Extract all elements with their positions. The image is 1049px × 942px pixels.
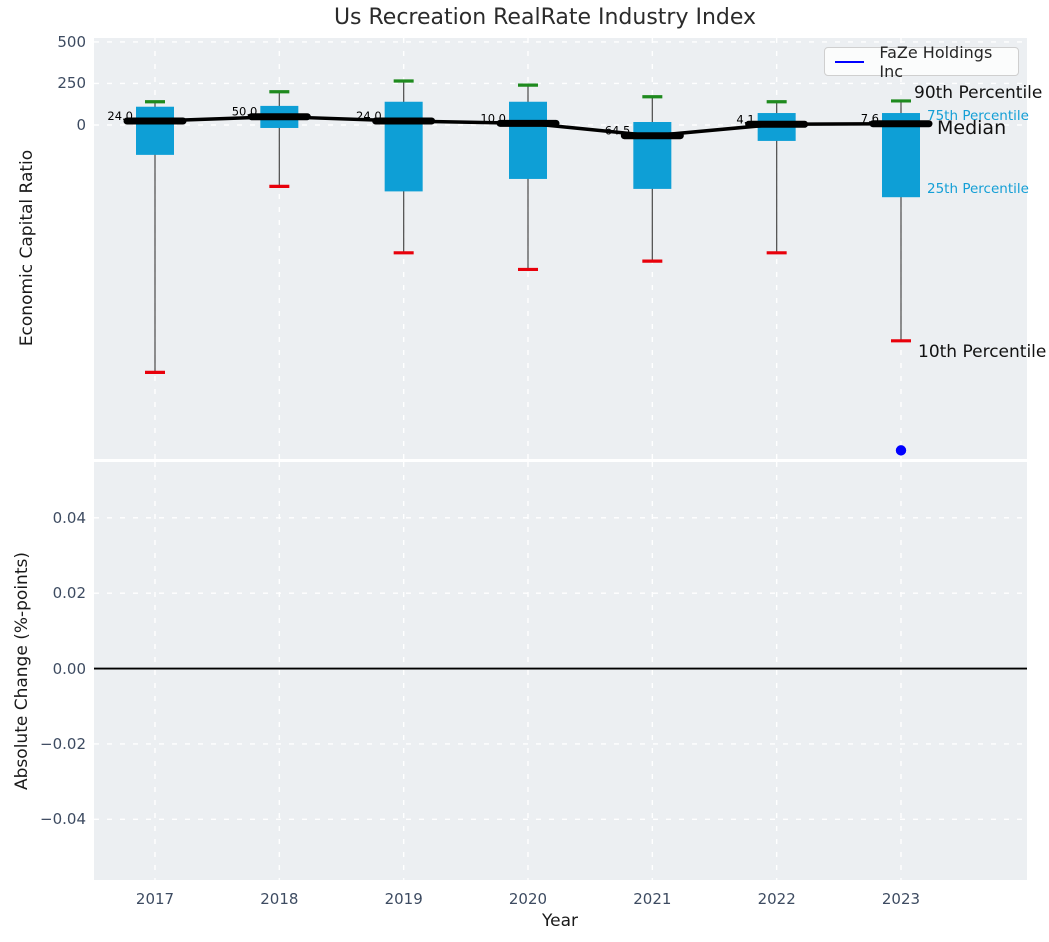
iqr-box-2021 bbox=[633, 122, 672, 189]
legend-label: FaZe Holdings Inc bbox=[879, 42, 993, 81]
xtick-label: 2023 bbox=[881, 890, 921, 908]
y-axis-label-bottom: Absolute Change (%-points) bbox=[12, 552, 32, 790]
iqr-box-2017 bbox=[136, 106, 174, 155]
x-axis-label: Year bbox=[542, 911, 578, 931]
median-annotation-2023: 7.6 bbox=[861, 112, 879, 126]
legend-line-icon bbox=[835, 60, 865, 63]
y-axis-label-top: Economic Capital Ratio bbox=[17, 149, 37, 347]
iqr-box-2019 bbox=[384, 101, 423, 192]
ytick-label-bottom: 0.00 bbox=[52, 659, 86, 678]
xtick-label: 2019 bbox=[384, 890, 423, 908]
ytick-label-bottom: 0.04 bbox=[52, 508, 86, 527]
median-annotation-2021: -64.5 bbox=[601, 124, 631, 138]
bottom-axes-panel bbox=[94, 462, 1027, 880]
ytick-label-top: 500 bbox=[57, 32, 86, 51]
top-axes-panel: 24.0 50.0 24.0 10.0 -64.5 4.1 7.6 bbox=[94, 38, 1027, 459]
median-annotation-2020: 10.0 bbox=[480, 111, 506, 125]
label-median: Median bbox=[937, 117, 1007, 139]
label-25th-percentile: 25th Percentile bbox=[927, 181, 1029, 197]
xtick-label: 2021 bbox=[633, 890, 672, 908]
chart-title: Us Recreation RealRate Industry Index bbox=[333, 5, 757, 30]
median-annotation-2022: 4.1 bbox=[736, 112, 754, 126]
xtick-label: 2022 bbox=[757, 890, 796, 908]
legend: FaZe Holdings Inc bbox=[824, 43, 1019, 81]
median-annotation-2019: 24.0 bbox=[356, 109, 382, 123]
ytick-label-bottom: −0.04 bbox=[40, 810, 86, 829]
iqr-box-2020 bbox=[508, 101, 547, 179]
ytick-label-bottom: −0.02 bbox=[40, 734, 86, 753]
xtick-label: 2020 bbox=[508, 890, 548, 908]
median-annotation-2017: 24.0 bbox=[107, 109, 133, 123]
median-annotation-2018: 50.0 bbox=[232, 105, 258, 119]
change-plot-canvas bbox=[94, 462, 1027, 880]
ytick-label-top: 0 bbox=[76, 115, 86, 134]
label-75th-percentile: 75th Percentile bbox=[927, 108, 1029, 124]
label-90th-percentile: 90th Percentile bbox=[914, 83, 1043, 103]
box-plot-canvas: 24.0 50.0 24.0 10.0 -64.5 4.1 7.6 bbox=[94, 38, 1027, 459]
xtick-label: 2018 bbox=[260, 890, 299, 908]
label-10th-percentile: 10th Percentile bbox=[918, 342, 1047, 362]
company-point-2023 bbox=[895, 445, 907, 456]
xtick-label: 2017 bbox=[135, 890, 175, 908]
ytick-label-bottom: 0.02 bbox=[52, 584, 86, 603]
ytick-label-top: 250 bbox=[57, 74, 86, 93]
